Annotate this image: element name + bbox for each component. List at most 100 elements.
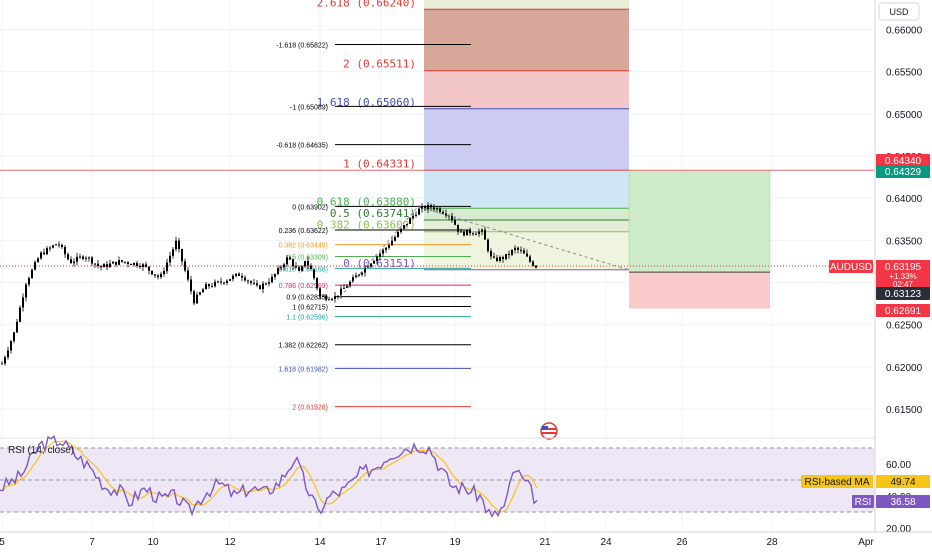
price-axis: USD0.660000.655000.650000.645000.640000.… [801, 0, 932, 550]
currency-label: USD [889, 7, 909, 17]
rsi-line [0, 434, 538, 518]
candle-body [436, 208, 438, 210]
rsi-title: RSI (14, close) [8, 445, 74, 456]
candle-body [481, 229, 483, 232]
fib-extension-label: 0.5 (0.63741) [330, 207, 416, 220]
candle-body [445, 213, 447, 216]
currency-button[interactable] [878, 2, 920, 21]
candle-body [376, 256, 378, 261]
candle-body [58, 244, 60, 246]
fib-retracement-label: 2 (0.61528) [292, 405, 328, 412]
candle-body [367, 266, 369, 268]
fib-retracement-label: 0.236 (0.63622) [279, 228, 328, 235]
candle-body [250, 281, 252, 283]
candle-body [1, 363, 3, 365]
candle-body [391, 240, 393, 246]
candle-body [298, 267, 300, 271]
candle-body [178, 240, 180, 250]
candle-body [118, 260, 120, 265]
last-price: 0.63195 [885, 262, 922, 273]
target2-tag: 0.64329 [885, 167, 922, 178]
candle-body [25, 284, 27, 298]
candle-body [91, 257, 93, 264]
candle-body [406, 223, 408, 226]
candles [1, 202, 537, 366]
candle-body [97, 263, 99, 266]
candle-body [313, 269, 315, 279]
candle-body [136, 262, 138, 267]
candle-body [112, 261, 114, 264]
candle-body [373, 260, 375, 264]
candle-body [409, 218, 411, 224]
flag-stripe [542, 428, 556, 430]
candle-body [205, 284, 207, 290]
candle-body [340, 288, 342, 296]
candle-body [184, 261, 186, 271]
candle-body [499, 256, 501, 261]
candle-body [289, 257, 291, 260]
candle-body [160, 273, 162, 278]
time-axis-bg [0, 532, 932, 550]
candle-body [208, 284, 210, 287]
symbol-tag-bg [829, 260, 873, 273]
candle-body [316, 278, 318, 289]
candle-body [328, 299, 330, 301]
candle-body [304, 261, 306, 267]
fib-extension-label: 0.382 (0.63602) [317, 219, 416, 232]
time-tick-label: 28 [766, 537, 778, 548]
candle-body [295, 266, 297, 268]
rsi-pane: RSI (14, close) [0, 434, 875, 518]
fib-retracement-label: 0.9 (0.62833) [286, 295, 328, 302]
price-tick-label: 0.62000 [886, 363, 923, 374]
price-tick-label: 0.66000 [886, 26, 923, 37]
candle-body [226, 280, 228, 283]
candle-body [472, 233, 474, 235]
candle-body [358, 274, 360, 276]
symbol-tag: AUDUSD [830, 262, 872, 273]
candle-body [523, 250, 525, 254]
candle-body [67, 254, 69, 260]
fib-retracement-label: 0.5 (0.63309) [286, 254, 328, 261]
time-axis: 5 7 10 12 14 17 19 21 24 26 28 Apr [0, 531, 932, 550]
candle-body [121, 260, 123, 262]
rsi-value: 36.58 [890, 497, 915, 508]
candle-body [517, 247, 519, 250]
economic-event-icon[interactable] [540, 422, 558, 440]
candle-body [265, 283, 267, 285]
fib-zone [424, 208, 629, 221]
candle-body [277, 268, 279, 274]
candle-body [493, 256, 495, 258]
candle-body [484, 229, 486, 240]
candle-body [148, 266, 150, 271]
time-tick-label: 14 [314, 537, 326, 548]
candle-body [403, 225, 405, 229]
fib-extension-label: 2.618 (0.66240) [317, 0, 416, 9]
candle-body [382, 249, 384, 254]
candle-body [496, 257, 498, 261]
candle-body [400, 228, 402, 233]
candle-body [310, 265, 312, 270]
fib-retracement-label: 1 (0.62715) [292, 305, 328, 312]
candle-body [349, 281, 351, 287]
target-tag-bg [876, 154, 930, 167]
candle-body [532, 261, 534, 266]
candle-body [280, 267, 282, 269]
candle-body [502, 256, 504, 259]
candle-body [241, 275, 243, 278]
flag-canton [542, 426, 548, 430]
fib-zone [424, 220, 629, 232]
candle-body [175, 240, 177, 250]
candle-body [43, 252, 45, 255]
fib-retracement-label: 1.382 (0.62262) [279, 343, 328, 350]
fib-zone [424, 70, 629, 109]
fib-retracement-label: 0.786 (0.62969) [279, 283, 328, 290]
candle-body [379, 253, 381, 257]
candle-body [109, 263, 111, 268]
rsi-name: RSI [855, 497, 872, 508]
candle-body [256, 283, 258, 286]
candle-body [82, 256, 84, 259]
entry-tag-bg [876, 287, 930, 300]
fib-retracement-label: -1 (0.65089) [290, 104, 328, 111]
